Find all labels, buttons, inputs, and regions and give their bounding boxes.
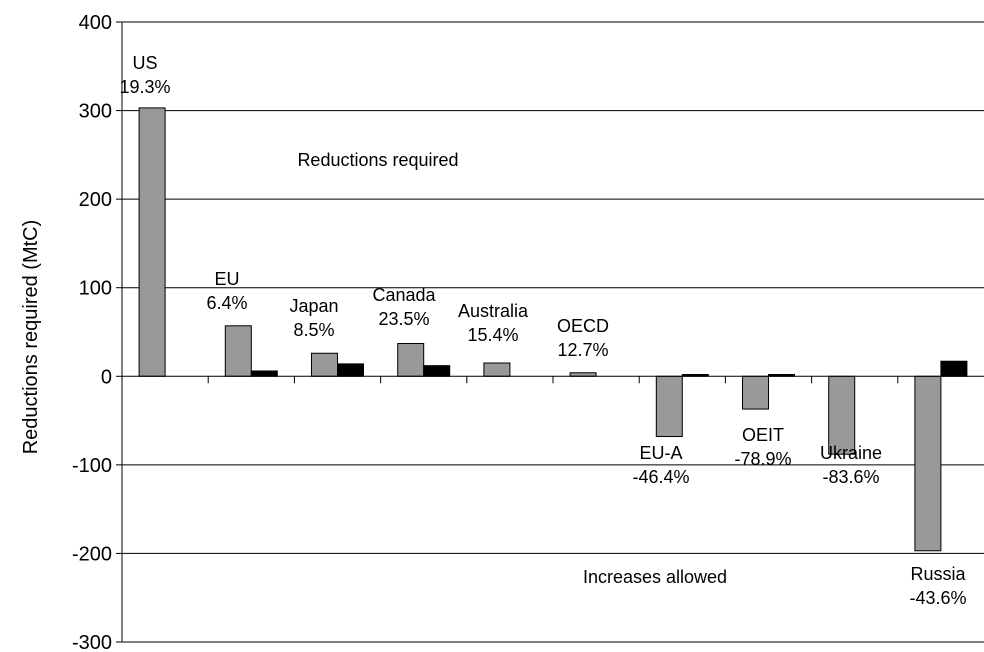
category-label: OEIT xyxy=(742,425,784,445)
annotation-increases: Increases allowed xyxy=(583,567,727,587)
bar-gray-eu xyxy=(224,325,252,377)
bar-black-russia xyxy=(940,360,968,377)
gridlines xyxy=(122,21,984,643)
category-label: Ukraine xyxy=(820,443,882,463)
category-label: EU-A xyxy=(639,443,682,463)
bar-black-eu xyxy=(250,370,278,377)
y-tick-label: 200 xyxy=(79,189,112,211)
bar-gray-oecd xyxy=(569,372,597,377)
bar-gray-russia xyxy=(914,375,942,552)
category-percent: 23.5% xyxy=(378,309,429,329)
y-tick-label: -300 xyxy=(72,632,112,652)
labels: US 19.3% EU 6.4% Japan 8.5% Canada 23.5% Austral… xyxy=(119,53,966,608)
bar-gray-japan xyxy=(311,352,338,377)
bar-gray-oeit xyxy=(742,375,769,410)
annotation-reductions: Reductions required xyxy=(297,150,458,170)
y-tick-label: -200 xyxy=(72,543,112,565)
bar-gray-ukraine xyxy=(828,375,856,455)
bar-gray-australia xyxy=(483,362,511,377)
y-tick-label: 400 xyxy=(79,12,112,34)
category-label: EU xyxy=(214,269,239,289)
y-tick-label: -100 xyxy=(72,455,112,477)
category-percent: -43.6% xyxy=(909,588,966,608)
category-label: OECD xyxy=(557,316,609,336)
category-percent: 8.5% xyxy=(293,320,334,340)
bar-black-japan xyxy=(337,363,364,377)
category-percent: -46.4% xyxy=(632,467,689,487)
bar-gray-us xyxy=(138,107,166,377)
bar-black-canada xyxy=(423,365,451,377)
category-label: US xyxy=(132,53,157,73)
category-percent: 15.4% xyxy=(467,325,518,345)
y-axis-label: Reductions required (MtC) xyxy=(20,220,42,455)
y-tick-label: 0 xyxy=(101,366,112,388)
y-tick-label: 100 xyxy=(79,278,112,300)
category-label: Australia xyxy=(458,301,529,321)
y-tick-label: 300 xyxy=(79,101,112,123)
category-label: Russia xyxy=(910,564,966,584)
category-label: Japan xyxy=(289,296,338,316)
category-percent: -78.9% xyxy=(734,449,791,469)
category-percent: 12.7% xyxy=(557,340,608,360)
category-percent: -83.6% xyxy=(822,467,879,487)
bar-gray-canada xyxy=(397,343,425,377)
category-percent: 6.4% xyxy=(206,293,247,313)
category-percent: 19.3% xyxy=(119,77,170,97)
bar-gray-eu-a xyxy=(655,375,683,438)
axes: -300 -200 -100 0 100 200 300 400 xyxy=(72,12,984,652)
category-label: Canada xyxy=(372,285,436,305)
